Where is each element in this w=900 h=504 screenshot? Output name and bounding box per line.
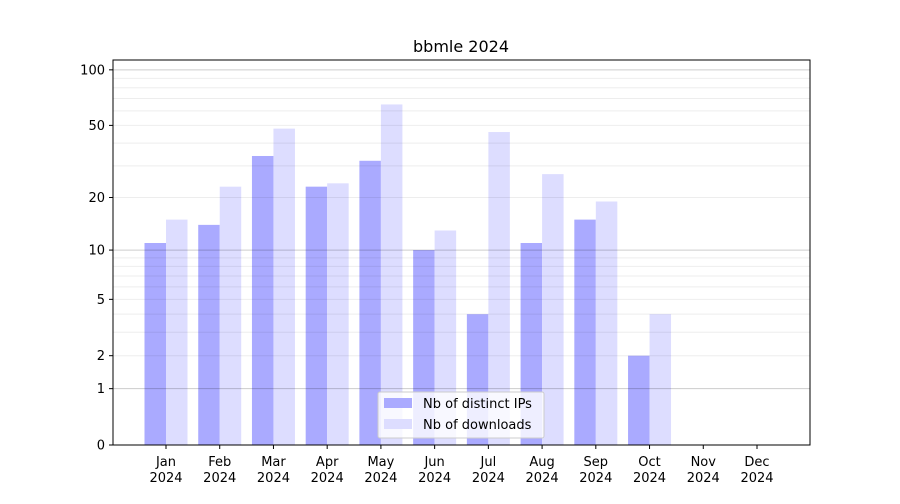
x-tick-label: Mar 2024 [257, 455, 290, 486]
legend: Nb of distinct IPs Nb of downloads [377, 391, 545, 439]
bar-distinct-ips [359, 160, 381, 445]
y-tick-label: 20 [88, 191, 105, 206]
x-tick-label: Aug 2024 [526, 455, 559, 486]
x-tick-label: Feb 2024 [203, 455, 236, 486]
plot-frame [112, 59, 811, 446]
x-axis: Jan 2024 Feb 2024 Mar 2024 Apr 2024 May 2024 Jun 20… [149, 445, 774, 486]
bar-distinct-ips [305, 186, 328, 446]
bar-downloads [649, 314, 672, 445]
gridlines [113, 69, 810, 390]
bar-downloads [273, 128, 295, 446]
legend-box [377, 391, 545, 439]
bar-downloads [595, 201, 618, 445]
bar-distinct-ips [628, 355, 650, 445]
bar-distinct-ips [144, 243, 166, 445]
bar-downloads [434, 230, 457, 445]
bar-downloads [488, 132, 510, 445]
bar-distinct-ips [574, 219, 596, 445]
x-tick-label: Oct 2024 [633, 455, 666, 486]
chart-title: bbmle 2024 [413, 37, 509, 56]
bar-downloads [166, 219, 188, 445]
y-tick-label: 10 [88, 244, 105, 259]
bar-distinct-ips [251, 155, 274, 446]
bar-downloads [380, 104, 403, 446]
bar-downloads [542, 174, 564, 445]
y-axis: 0 1 2 5 10 20 50 100 [80, 63, 113, 454]
x-tick-label: Jan 2024 [149, 455, 182, 486]
x-tick-label: Jun 2024 [418, 455, 451, 486]
bar-downloads [219, 186, 242, 446]
y-tick-label: 0 [97, 439, 105, 454]
x-tick-label: Dec 2024 [740, 455, 773, 486]
bar-downloads [327, 183, 349, 445]
y-tick-label: 50 [88, 119, 105, 134]
y-tick-label: 1 [97, 382, 105, 397]
y-tick-label: 100 [80, 63, 105, 78]
x-tick-label: Apr 2024 [311, 455, 344, 486]
x-tick-label: May 2024 [364, 455, 397, 486]
x-tick-label: Nov 2024 [687, 455, 720, 486]
x-tick-label: Jul 2024 [472, 455, 505, 486]
bar-distinct-ips [198, 224, 220, 445]
y-tick-label: 2 [97, 349, 105, 364]
y-tick-label: 5 [97, 293, 105, 308]
x-tick-label: Sep 2024 [579, 455, 612, 486]
legend-label-downloads: Nb of downloads [423, 418, 532, 433]
legend-label-ips: Nb of distinct IPs [423, 397, 532, 412]
legend-swatch-ips [384, 398, 412, 408]
legend-swatch-downloads [384, 419, 412, 429]
